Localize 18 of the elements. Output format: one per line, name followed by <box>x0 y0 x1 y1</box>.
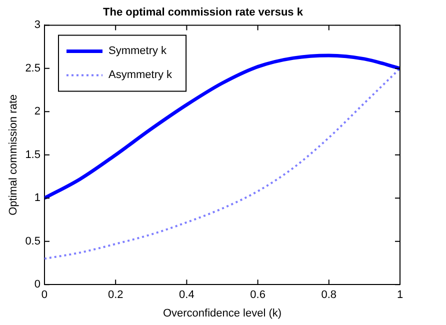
chart-title: The optimal commission rate versus k <box>103 6 304 19</box>
legend-label: Symmetry k <box>108 45 168 58</box>
x-axis-title: Overconfidence level (k) <box>162 307 282 320</box>
y-tick-label: 3 <box>34 19 40 32</box>
y-tick-label: 2.5 <box>25 62 40 74</box>
line-series <box>44 67 400 260</box>
y-tick-label: 1.5 <box>25 148 40 161</box>
x-tick-label: 0.2 <box>108 289 124 302</box>
x-tick-label: 0.6 <box>250 289 266 302</box>
x-tick-label: 0.4 <box>179 289 194 302</box>
y-axis-title: Optimal commission rate <box>8 94 20 216</box>
x-tick-label: 1 <box>396 289 404 302</box>
y-tick-label: 2 <box>34 106 40 118</box>
x-tick-label: 0.8 <box>321 289 337 302</box>
y-tick-label: 0 <box>34 278 40 291</box>
y-tick-label: 0.5 <box>25 235 40 248</box>
y-tick-label: 1 <box>34 192 40 204</box>
legend-label: Asymmetry k <box>108 69 173 82</box>
